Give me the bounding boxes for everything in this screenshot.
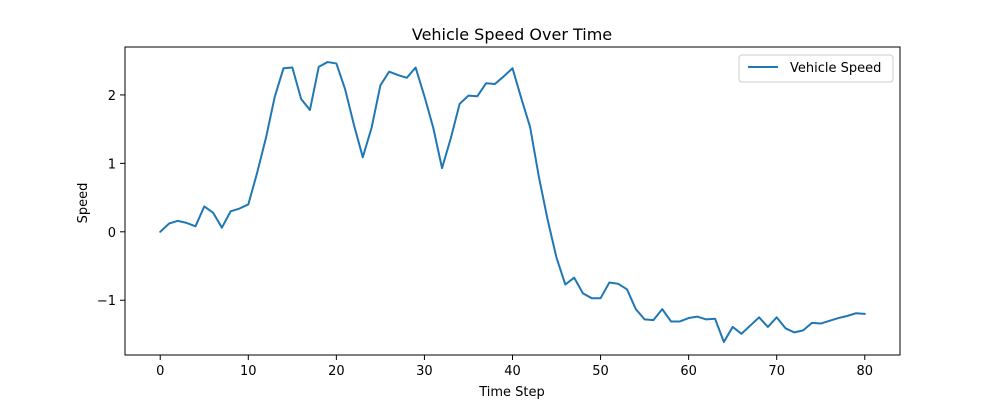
x-tick-label: 60 [680, 364, 697, 379]
y-tick-label: 2 [108, 89, 116, 104]
x-tick-label: 0 [156, 364, 164, 379]
x-axis: 0 10 20 30 40 50 60 70 80 [156, 355, 873, 379]
x-tick-label: 50 [592, 364, 609, 379]
legend-label: Vehicle Speed [790, 61, 881, 76]
x-tick-label: 40 [504, 364, 521, 379]
x-tick-label: 70 [768, 364, 785, 379]
y-tick-label: 1 [108, 157, 116, 172]
legend-box [738, 54, 894, 83]
x-tick-label: 20 [328, 364, 345, 379]
series-line-0 [159, 61, 866, 343]
y-axis: −1 0 1 2 [97, 89, 125, 309]
x-tick-label: 30 [416, 364, 433, 379]
y-tick-label: 0 [108, 226, 116, 241]
y-axis-label: Speed [76, 183, 91, 224]
legend: Vehicle Speed [738, 54, 894, 83]
x-tick-label: 10 [240, 364, 257, 379]
x-tick-label: 80 [856, 364, 873, 379]
plot-area [159, 61, 866, 343]
chart-title: Vehicle Speed Over Time [412, 25, 612, 44]
x-axis-label: Time Step [478, 385, 545, 400]
y-tick-label: −1 [97, 294, 116, 309]
